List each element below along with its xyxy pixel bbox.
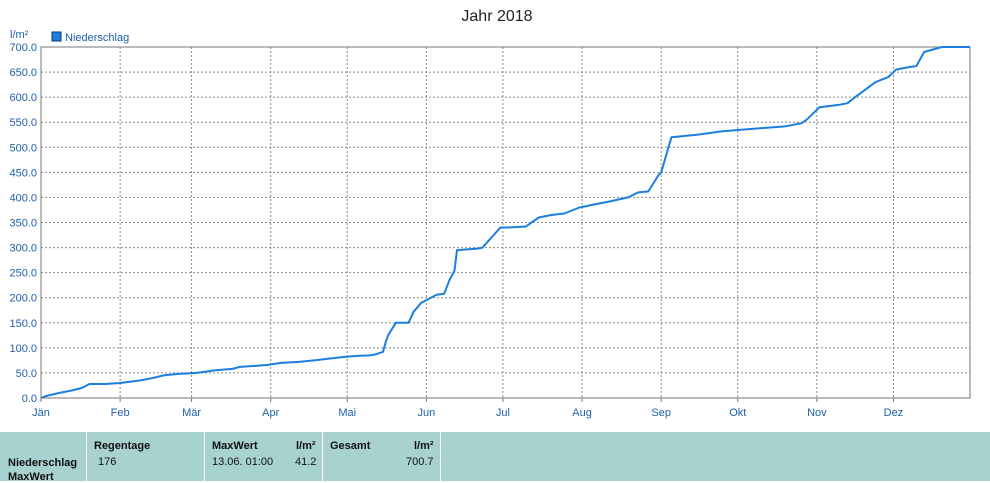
y-tick-label: 700.0 <box>9 42 37 54</box>
x-axis-ticks: Jän Feb Mär Apr Mai Jun Jul Aug Sep Okt Nov Dez <box>32 398 903 419</box>
x-tick-label: Mai <box>338 407 356 419</box>
y-tick-label: 550.0 <box>9 117 37 129</box>
y-tick-label: 250.0 <box>9 268 37 280</box>
maxwert-value: 41.2 <box>295 456 317 468</box>
row-label-niederschlag: Niederschlag <box>8 457 78 469</box>
x-tick-label: Nov <box>807 407 827 419</box>
plot-frame <box>40 46 971 399</box>
header-unit-total: l/m² <box>414 440 434 452</box>
x-tick-label: Aug <box>572 407 592 419</box>
header-unit-max: l/m² <box>296 440 316 452</box>
regentage-value: 176 <box>98 456 117 468</box>
x-tick-label: Mär <box>182 407 201 419</box>
series-layer <box>40 46 970 399</box>
y-tick-label: 50.0 <box>16 368 37 380</box>
separator <box>204 432 205 481</box>
header-gesamt: Gesamt <box>330 440 371 452</box>
y-tick-label: 150.0 <box>9 318 37 330</box>
x-tick-label: Jul <box>496 407 510 419</box>
y-tick-label: 100.0 <box>9 343 37 355</box>
x-tick-label: Jän <box>32 407 50 419</box>
x-tick-label: Feb <box>111 407 130 419</box>
row-label-maxwert: MaxWert <box>8 471 54 483</box>
x-tick-label: Okt <box>729 407 746 419</box>
y-tick-label: 650.0 <box>9 67 37 79</box>
y-axis-unit: l/m² <box>10 29 29 41</box>
x-tick-label: Apr <box>262 407 279 419</box>
x-tick-label: Jun <box>418 407 436 419</box>
y-axis-ticks: 0.0 50.0 100.0 150.0 200.0 250.0 300.0 350.0 400… <box>9 42 37 405</box>
separator <box>440 432 441 481</box>
y-tick-label: 400.0 <box>9 192 37 204</box>
legend-swatch <box>51 31 62 42</box>
y-tick-label: 350.0 <box>9 218 37 230</box>
grid <box>41 47 970 398</box>
statistics-panel: Regentage MaxWert l/m² Gesamt l/m² Niede… <box>0 432 990 483</box>
gesamt-value: 700.7 <box>406 456 434 468</box>
rainfall-chart: Jahr 2018 l/m² Niederschlag 0.0 50.0 100.0… <box>9 8 971 419</box>
y-tick-label: 300.0 <box>9 243 37 255</box>
header-maxwert: MaxWert <box>212 440 258 452</box>
separator <box>86 432 87 481</box>
chart-title: Jahr 2018 <box>461 8 532 25</box>
y-tick-label: 600.0 <box>9 92 37 104</box>
x-tick-label: Dez <box>884 407 904 419</box>
y-tick-label: 450.0 <box>9 167 37 179</box>
legend-label: Niederschlag <box>65 32 129 44</box>
maxwert-date: 13.06. 01:00 <box>212 456 274 468</box>
y-tick-label: 0.0 <box>22 393 37 405</box>
x-tick-label: Sep <box>651 407 671 419</box>
series-line-niederschlag <box>40 46 970 399</box>
header-regentage: Regentage <box>94 440 151 452</box>
y-tick-label: 200.0 <box>9 293 37 305</box>
separator <box>322 432 323 481</box>
y-tick-label: 500.0 <box>9 142 37 154</box>
